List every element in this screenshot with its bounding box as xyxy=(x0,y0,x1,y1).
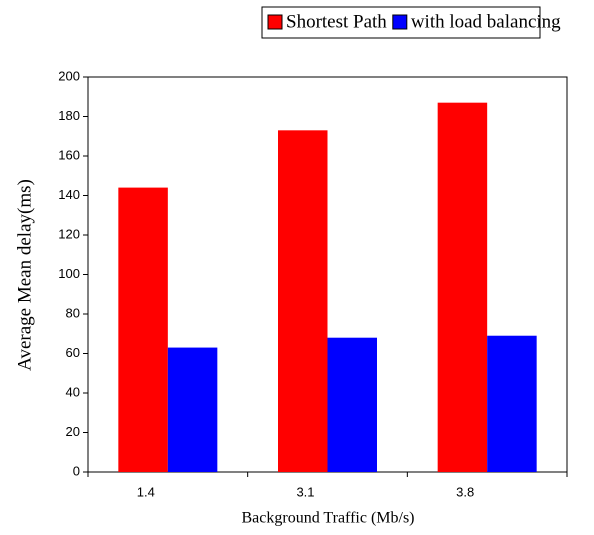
y-tick-label: 80 xyxy=(66,305,80,320)
x-axis-label: Background Traffic (Mb/s) xyxy=(241,510,414,527)
y-tick-label: 20 xyxy=(66,424,80,439)
y-tick-label: 40 xyxy=(66,384,80,399)
x-tick-label: 3.1 xyxy=(296,484,314,499)
bar xyxy=(327,337,377,472)
legend-swatch xyxy=(267,14,283,30)
bar xyxy=(437,102,488,473)
y-tick-label: 120 xyxy=(58,226,80,241)
legend-box xyxy=(261,6,541,39)
legend-label: with load balancing xyxy=(411,11,561,32)
bar xyxy=(487,335,537,472)
y-tick-label: 100 xyxy=(58,266,80,281)
y-tick-label: 60 xyxy=(66,345,80,360)
y-tick-label: 180 xyxy=(58,108,80,123)
y-axis-label: Average Mean delay(ms) xyxy=(14,179,35,371)
y-tick-label: 0 xyxy=(73,463,80,478)
legend-label: Shortest Path xyxy=(286,11,387,32)
x-tick-label: 3.8 xyxy=(456,484,474,499)
y-tick-label: 200 xyxy=(58,68,80,83)
bar xyxy=(118,187,168,472)
y-tick-label: 140 xyxy=(58,187,80,202)
legend-swatch xyxy=(392,14,408,30)
bar xyxy=(278,130,328,472)
y-tick-label: 160 xyxy=(58,147,80,162)
bar xyxy=(167,347,218,472)
x-tick-label: 1.4 xyxy=(137,484,155,499)
